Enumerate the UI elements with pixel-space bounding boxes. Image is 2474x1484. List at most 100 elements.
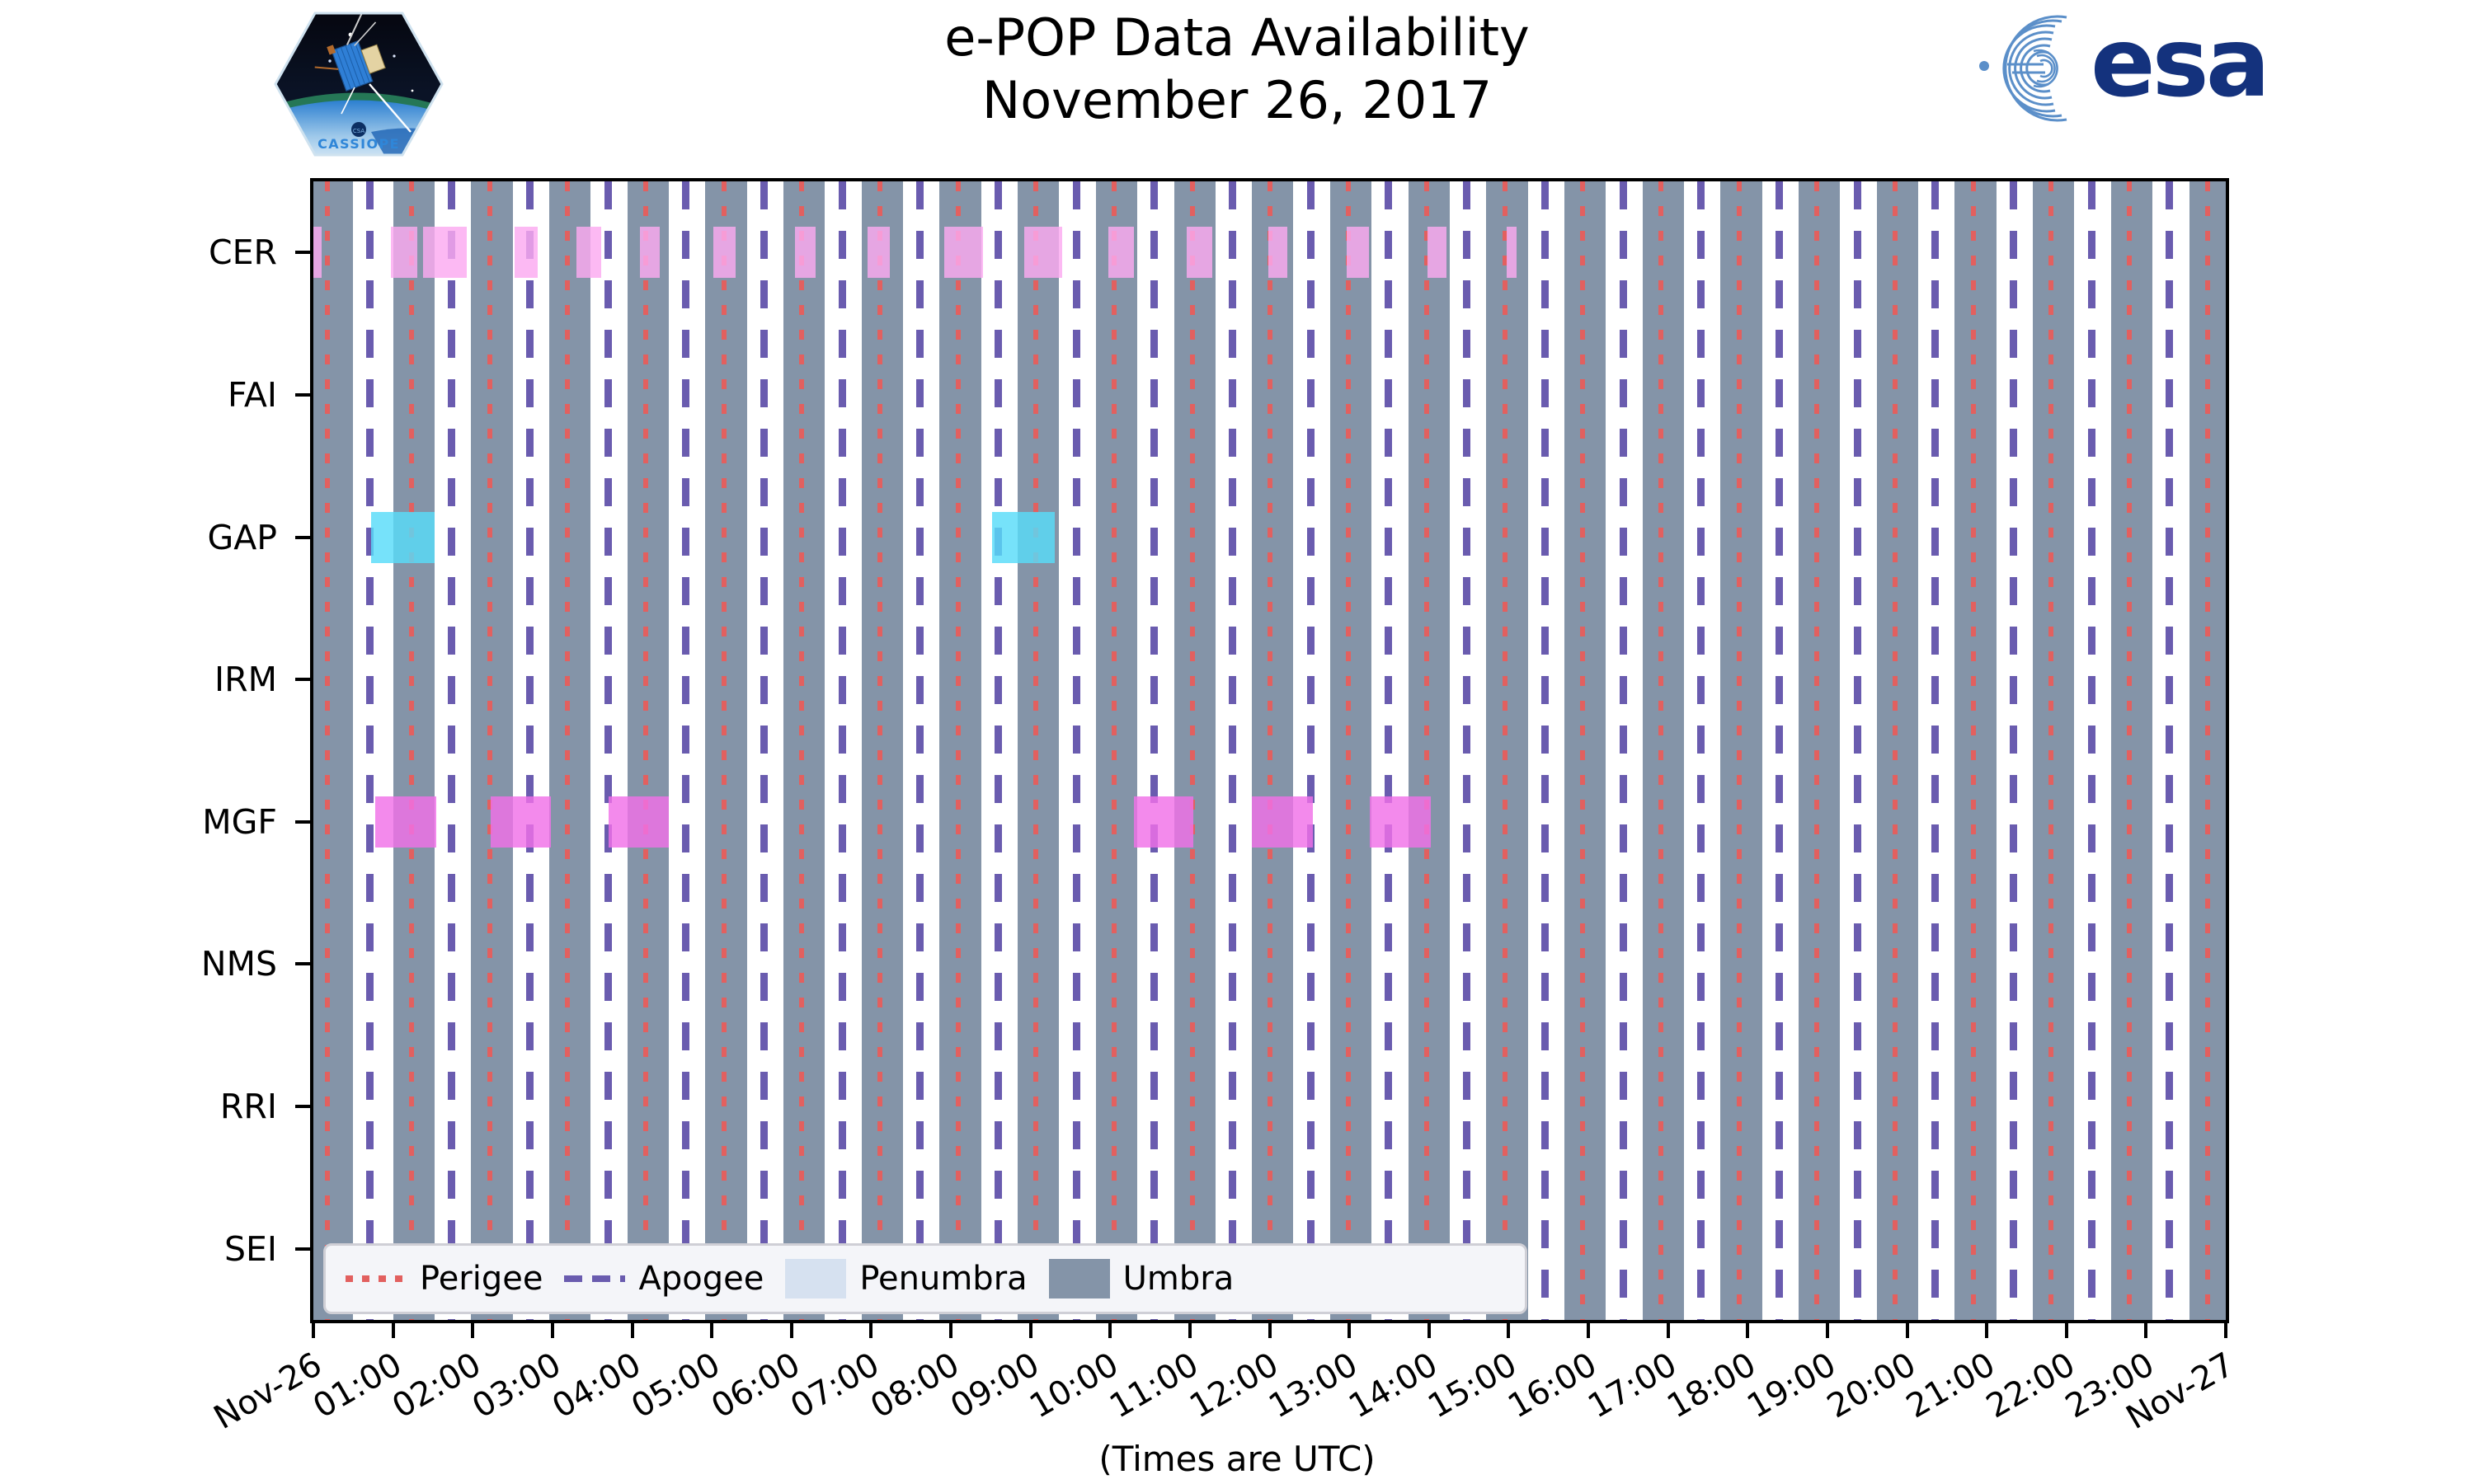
perigee-line bbox=[1033, 181, 1039, 1320]
x-tick-mark bbox=[949, 1323, 952, 1338]
y-tick-mark bbox=[295, 535, 310, 539]
apogee-line bbox=[1931, 181, 1940, 1320]
perigee-line bbox=[1970, 181, 1976, 1320]
y-tick-mark bbox=[295, 1247, 310, 1251]
availability-bar-cer bbox=[1427, 227, 1446, 279]
apogee-line bbox=[1306, 181, 1315, 1320]
apogee-line bbox=[1697, 181, 1705, 1320]
perigee-line bbox=[2204, 181, 2210, 1320]
x-tick-mark bbox=[1028, 1323, 1032, 1338]
y-tick-label-cer: CER bbox=[208, 232, 277, 273]
legend-item-umbra[interactable]: Umbra bbox=[1048, 1259, 1235, 1298]
availability-bar-mgf bbox=[490, 796, 551, 848]
apogee-line bbox=[2087, 181, 2095, 1320]
availability-bar-mgf bbox=[608, 796, 669, 848]
x-tick-mark bbox=[630, 1323, 634, 1338]
availability-bar-cer bbox=[713, 227, 736, 279]
perigee-line bbox=[1423, 181, 1429, 1320]
legend-item-apogee[interactable]: Apogee bbox=[564, 1260, 764, 1298]
perigee-line bbox=[1502, 181, 1507, 1320]
legend-item-perigee[interactable]: Perigee bbox=[346, 1260, 543, 1298]
esa-wordmark: esa bbox=[2091, 7, 2270, 119]
perigee-line bbox=[955, 181, 961, 1320]
x-tick-mark bbox=[471, 1323, 475, 1338]
svg-text:CSA: CSA bbox=[353, 128, 365, 134]
x-tick-mark bbox=[1587, 1323, 1590, 1338]
perigee-line bbox=[2127, 181, 2133, 1320]
apogee-line bbox=[995, 181, 1002, 1320]
availability-bar-cer bbox=[1108, 227, 1135, 279]
availability-bar-gap bbox=[992, 511, 1055, 563]
cassiope-logo: CSA CASSIOPE bbox=[274, 12, 444, 157]
apogee-line bbox=[838, 181, 846, 1320]
legend: Perigee Apogee Penumbra Umbra bbox=[323, 1243, 1527, 1314]
perigee-line bbox=[408, 181, 414, 1320]
availability-bar-cer bbox=[1187, 227, 1212, 279]
x-tick-mark bbox=[1746, 1323, 1750, 1338]
title-line-1: e-POP Data Availability bbox=[944, 7, 1530, 68]
x-tick-mark bbox=[2224, 1323, 2227, 1338]
availability-bar-cer bbox=[1023, 227, 1063, 279]
legend-swatch-umbra bbox=[1048, 1259, 1110, 1298]
apogee-line bbox=[1229, 181, 1237, 1320]
apogee-line bbox=[365, 181, 374, 1320]
legend-swatch-penumbra bbox=[785, 1259, 847, 1298]
y-tick-label-sei: SEI bbox=[223, 1228, 277, 1269]
chart-title: e-POP Data Availability November 26, 201… bbox=[0, 7, 2474, 132]
legend-label: Umbra bbox=[1122, 1260, 1235, 1298]
perigee-line bbox=[1736, 181, 1742, 1320]
perigee-line bbox=[1268, 181, 1273, 1320]
legend-item-penumbra[interactable]: Penumbra bbox=[785, 1259, 1028, 1298]
apogee-line bbox=[1072, 181, 1080, 1320]
apogee-line bbox=[682, 181, 690, 1320]
x-tick-mark bbox=[869, 1323, 873, 1338]
legend-line-apogee bbox=[564, 1275, 626, 1282]
title-line-2: November 26, 2017 bbox=[981, 70, 1493, 130]
legend-line-perigee bbox=[346, 1275, 407, 1282]
perigee-line bbox=[1189, 181, 1195, 1320]
y-tick-mark bbox=[295, 392, 310, 397]
x-tick-mark bbox=[789, 1323, 793, 1338]
availability-bar-cer bbox=[640, 227, 661, 279]
x-tick-mark bbox=[312, 1323, 315, 1338]
availability-bar-cer bbox=[1268, 227, 1287, 279]
perigee-line bbox=[721, 181, 727, 1320]
apogee-line bbox=[1150, 181, 1159, 1320]
y-tick-label-irm: IRM bbox=[214, 660, 277, 700]
x-tick-mark bbox=[1268, 1323, 1272, 1338]
apogee-line bbox=[2010, 181, 2017, 1320]
availability-bar-mgf bbox=[375, 796, 436, 848]
availability-bar-mgf bbox=[1252, 796, 1313, 848]
plot-area bbox=[310, 178, 2229, 1323]
perigee-line bbox=[2048, 181, 2054, 1320]
perigee-line bbox=[1658, 181, 1663, 1320]
apogee-line bbox=[1463, 181, 1471, 1320]
y-tick-label-fai: FAI bbox=[228, 374, 277, 415]
perigee-line bbox=[799, 181, 805, 1320]
x-tick-mark bbox=[1985, 1323, 1989, 1338]
availability-bar-cer bbox=[1347, 227, 1370, 279]
x-tick-mark bbox=[1427, 1323, 1431, 1338]
availability-bar-cer bbox=[867, 227, 890, 279]
x-tick-mark bbox=[1188, 1323, 1192, 1338]
perigee-line bbox=[1346, 181, 1352, 1320]
x-tick-mark bbox=[550, 1323, 554, 1338]
x-tick-mark bbox=[1348, 1323, 1352, 1338]
availability-bar-mgf bbox=[1134, 796, 1193, 848]
x-tick-mark bbox=[2064, 1323, 2068, 1338]
perigee-line bbox=[325, 181, 331, 1320]
availability-bar-cer bbox=[423, 227, 467, 279]
apogee-line bbox=[2166, 181, 2174, 1320]
availability-bar-cer bbox=[944, 227, 983, 279]
availability-bar-cer bbox=[390, 227, 417, 279]
x-tick-mark bbox=[2144, 1323, 2148, 1338]
x-tick-mark bbox=[1905, 1323, 1909, 1338]
perigee-line bbox=[565, 181, 571, 1320]
x-tick-mark bbox=[710, 1323, 714, 1338]
y-tick-mark bbox=[295, 819, 310, 824]
perigee-line bbox=[1814, 181, 1820, 1320]
apogee-line bbox=[916, 181, 924, 1320]
y-tick-mark bbox=[295, 1105, 310, 1109]
x-tick-mark bbox=[1666, 1323, 1670, 1338]
perigee-line bbox=[877, 181, 882, 1320]
